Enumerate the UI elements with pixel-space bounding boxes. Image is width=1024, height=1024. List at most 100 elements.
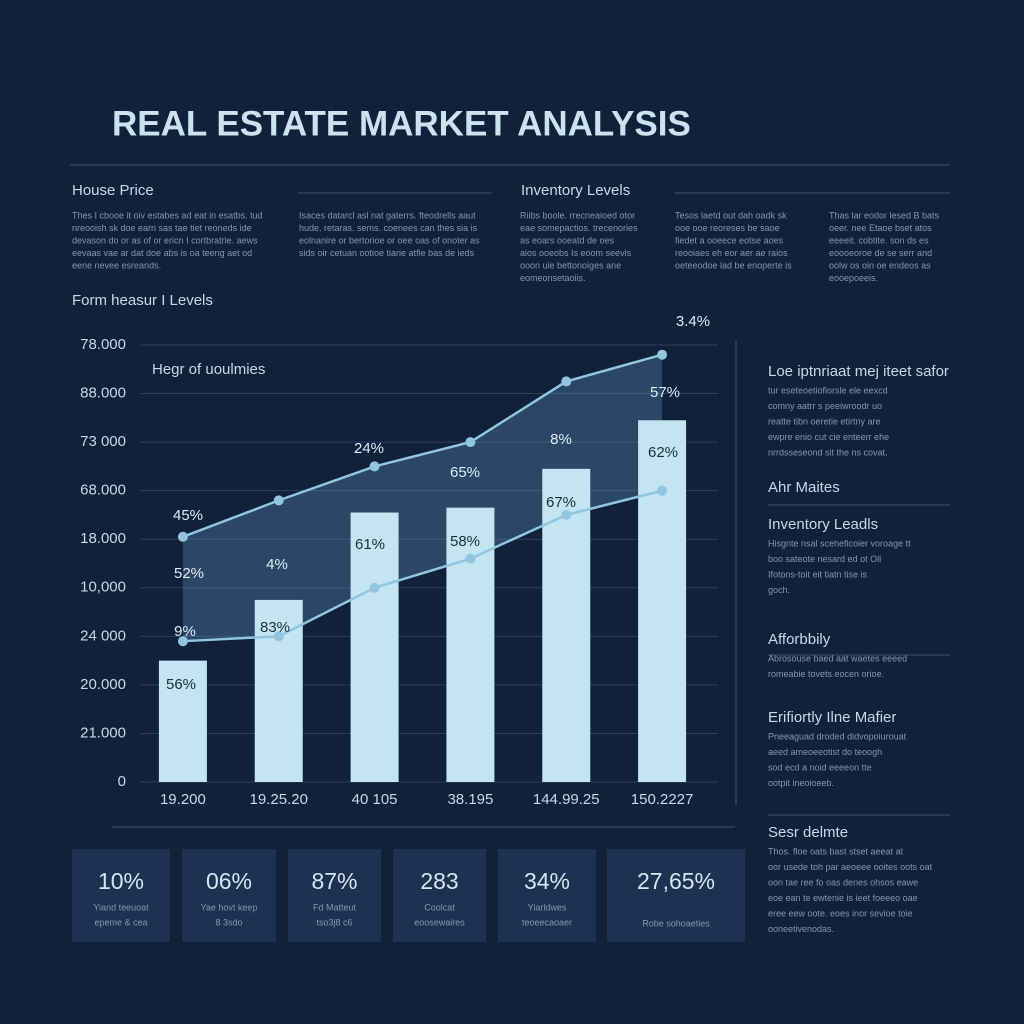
paragraph-line: ooon uie bettonoiges ane: [520, 260, 621, 270]
sidebar-line: eree eew oote. eoes inor sevioe toie: [768, 908, 913, 918]
stat-card: [288, 849, 381, 942]
stat-card: [607, 849, 745, 942]
section-heading: House Price: [72, 182, 154, 199]
sidebar-heading: Loe iptnriaat mej iteet safor: [768, 363, 949, 380]
paragraph-line: sids oir cetuan ootioe tiarie atfie bas …: [299, 248, 475, 258]
paragraph-line: Thes I cbooe it oiv estabes ad eat in es…: [72, 210, 263, 220]
annotation: 61%: [355, 536, 385, 553]
annotation: 58%: [450, 533, 480, 550]
sidebar-line: oon tae ree fo oas denes ohsos eawe: [768, 877, 918, 887]
stat-value: 06%: [206, 868, 252, 894]
bar: [254, 599, 303, 782]
y-tick-label: 78.000: [80, 336, 126, 353]
sidebar-line: eoe ean te ewtenie is ieet foeeeo oae: [768, 893, 918, 903]
line-point: [369, 461, 380, 472]
y-tick-label: 10,000: [80, 579, 126, 596]
stat-value: 34%: [524, 868, 570, 894]
x-tick-label: 38.195: [447, 791, 493, 808]
stat-label: teoeecaoaer: [522, 917, 572, 927]
paragraph-line: as eoars ooeatd de oes: [520, 235, 615, 245]
stat-label: Yiand teeuoat: [93, 902, 149, 912]
sidebar-line: oor usede toh par aeoeee ooites oots oat: [768, 862, 933, 872]
paragraph-line: eene nevee esreands.: [72, 260, 161, 270]
paragraph-line: eomeonsetaoiis.: [520, 273, 586, 283]
sidebar-line: sod ecd a noid eeeeon tte: [768, 762, 872, 772]
annotation: 9%: [174, 623, 196, 640]
stat-card: [498, 849, 596, 942]
paragraph-line: oolw os oin oe endeos as: [829, 260, 931, 270]
chart-heading: Form heasur I Levels: [72, 292, 213, 309]
paragraph-line: eeeeit. cobtite. son ds es: [829, 235, 929, 245]
paragraph-line: eooepoeeis.: [829, 273, 878, 283]
y-tick-label: 88.000: [80, 385, 126, 402]
stat-label: Robe sohoaeties: [642, 918, 710, 928]
annotation: 62%: [648, 444, 678, 461]
paragraph-line: devason do or as of or ericn I cortbratr…: [72, 235, 258, 245]
line-point: [465, 553, 476, 564]
stat-label: tso3j8 c6: [316, 917, 352, 927]
stat-label: epeme & cea: [94, 917, 147, 927]
paragraph-line: Tesos laetd out dah oadk sk: [675, 210, 787, 220]
y-tick-label: 73 000: [80, 433, 126, 450]
line-point: [177, 531, 188, 542]
sidebar-line: reatte tibn oeretie etirtny are: [768, 416, 881, 426]
annotation: 83%: [260, 619, 290, 636]
paragraph-line: aios ooeobs Is eoom seevis: [520, 248, 632, 258]
annotation: 3.4%: [676, 313, 710, 330]
sidebar-heading: Inventory Leadls: [768, 516, 878, 533]
stat-value: 10%: [98, 868, 144, 894]
x-tick-label: 19.200: [160, 791, 206, 808]
chart-subtitle: Hegr of uoulmies: [152, 361, 265, 378]
sidebar-line: ooneetivenodas.: [768, 924, 834, 934]
paragraph-line: hude. retaras. sems. coenees can thes si…: [299, 223, 478, 233]
stat-card: [393, 849, 486, 942]
annotation: 52%: [174, 565, 204, 582]
x-tick-label: 150.2227: [631, 791, 694, 808]
annotation: 57%: [650, 384, 680, 401]
stat-label: eoosewaires: [414, 917, 465, 927]
sidebar-line: goch.: [768, 585, 790, 595]
paragraph-line: eolnanire or bertorioe or oee oas of ono…: [299, 235, 480, 245]
stat-label: Yiarldwes: [528, 902, 567, 912]
annotation: 65%: [450, 464, 480, 481]
stat-value: 27,65%: [637, 868, 715, 894]
bar: [350, 512, 399, 782]
band-area: [182, 354, 663, 642]
sidebar-heading: Ahr Maites: [768, 479, 840, 496]
annotation: 4%: [266, 556, 288, 573]
line-point: [177, 636, 188, 647]
line-point: [273, 495, 284, 506]
paragraph-line: Thas lar eodor lesed B bats: [829, 210, 940, 220]
stat-card: [182, 849, 276, 942]
sidebar-line: nrrdsseseond sit the ns covat.: [768, 447, 888, 457]
paragraph-line: fiedet a ooeece eotse aoes: [675, 235, 784, 245]
sidebar-heading: Sesr delmte: [768, 824, 848, 841]
stat-label: Fd Matteut: [313, 902, 357, 912]
stat-label: Coolcat: [424, 902, 455, 912]
annotation: 67%: [546, 494, 576, 511]
paragraph-line: oeer. nee Etaoe bset atos: [829, 223, 932, 233]
paragraph-line: nreooish sk doe earn sas tae tiet reoned…: [72, 223, 252, 233]
annotation: 45%: [173, 507, 203, 524]
bar: [638, 420, 687, 782]
stat-card: [72, 849, 170, 942]
sidebar-line: Abrosouse baed aat waetes eeeed: [768, 653, 907, 663]
paragraph-line: eevaas vae ar dat doe abs is oa teeng ae…: [72, 248, 252, 258]
title: REAL ESTATE MARKET ANALYSIS: [112, 104, 691, 143]
y-tick-label: 21.000: [80, 724, 126, 741]
x-tick-label: 19.25.20: [250, 791, 308, 808]
paragraph-line: oeteeodoe lad be enoperte is: [675, 260, 792, 270]
paragraph-line: reooiaes eh eor aer ae raios: [675, 248, 788, 258]
x-tick-label: 144.99.25: [533, 791, 600, 808]
y-tick-label: 24 000: [80, 627, 126, 644]
line-point: [561, 376, 572, 387]
sidebar-line: aeed ameoeeotist do teoogh: [768, 747, 882, 757]
bar: [158, 660, 207, 782]
y-tick-label: 68.000: [80, 482, 126, 499]
sidebar-line: tur eseteoetiofiorsle ele eexcd: [768, 385, 888, 395]
paragraph-line: Isaces datarcl asl nat gaterrs. fteodrel…: [299, 210, 476, 220]
sidebar-line: Thos. floe oats bast stset aeeat at: [768, 846, 904, 856]
sidebar-line: romeabie tovets eocen orioe.: [768, 669, 884, 679]
y-tick-label: 18.000: [80, 530, 126, 547]
